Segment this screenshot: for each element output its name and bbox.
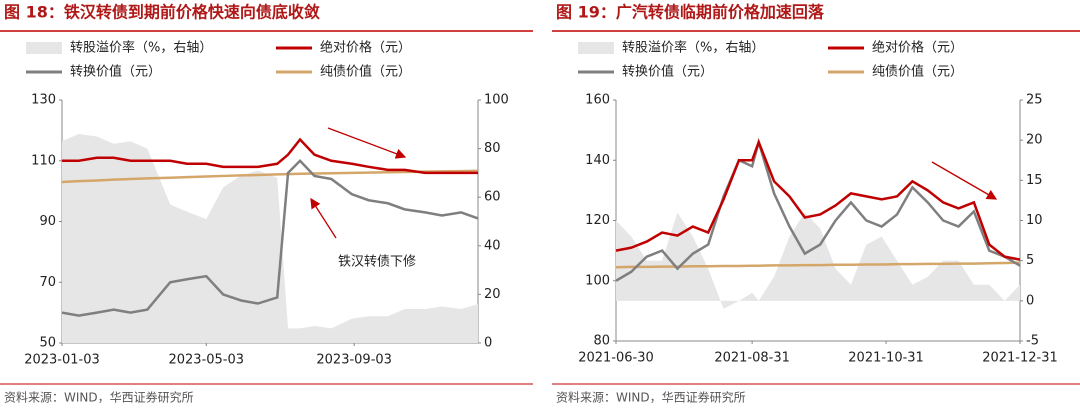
y2-tick-label: -5 [1026, 334, 1039, 349]
chart-title: 图 18：铁汉转债到期前价格快速向债底收敛 [4, 3, 320, 22]
legend-swatch [26, 42, 62, 54]
y-tick-label: 50 [39, 336, 56, 351]
legend-label: 转换价值（元） [70, 64, 161, 80]
line [61, 169, 479, 184]
y2-tick-label: 0 [1026, 293, 1034, 308]
y-tick-label: 70 [39, 275, 56, 290]
source: 资料来源：WIND，华西证券研究所 [4, 390, 194, 405]
legend-swatch [578, 42, 614, 54]
legend-label: 纯债价值（元） [872, 64, 963, 80]
y2-tick-label: 20 [484, 287, 501, 302]
arrow [310, 197, 337, 239]
x-tick-label: 2023-05-03 [168, 353, 244, 368]
x-tick-label: 2021-10-31 [848, 351, 924, 366]
y-tick-label: 140 [585, 153, 610, 168]
source: 资料来源：WIND，华西证券研究所 [556, 390, 746, 405]
y-tick-label: 80 [593, 334, 610, 349]
line [61, 158, 479, 317]
y-tick-label: 120 [585, 213, 610, 228]
line [615, 261, 1021, 269]
x-tick-label: 2021-06-30 [578, 351, 654, 366]
line [615, 137, 1021, 282]
y2-tick-label: 15 [1026, 173, 1043, 188]
arrow [931, 161, 998, 200]
legend-label: 绝对价格（元） [872, 40, 963, 56]
y-tick-label: 90 [39, 214, 56, 229]
legend-label: 纯债价值（元） [320, 64, 411, 80]
y2-tick-label: 20 [1026, 133, 1043, 148]
y-tick-label: 100 [585, 273, 610, 288]
y2-tick-label: 80 [484, 141, 501, 156]
y-tick-label: 110 [31, 153, 56, 168]
legend-label: 转股溢价率（%，右轴） [70, 40, 212, 56]
x-tick-label: 2023-09-03 [316, 353, 392, 368]
x-tick-label: 2021-08-31 [714, 351, 790, 366]
y2-tick-label: 5 [1026, 253, 1034, 268]
legend-label: 转股溢价率（%，右轴） [622, 40, 764, 56]
annotation: 铁汉转债下修 [338, 255, 416, 270]
y2-tick-label: 60 [484, 190, 501, 205]
y-tick-label: 130 [31, 93, 56, 108]
y-tick-label: 160 [585, 93, 610, 108]
arrow [327, 127, 407, 159]
y2-tick-label: 100 [484, 93, 509, 108]
line [615, 138, 1021, 261]
legend-label: 绝对价格（元） [320, 40, 411, 56]
y2-tick-label: 40 [484, 238, 501, 253]
y2-tick-label: 25 [1026, 93, 1043, 108]
x-tick-label: 2021-12-31 [982, 351, 1058, 366]
line [62, 137, 478, 175]
x-tick-label: 2023-01-03 [24, 353, 100, 368]
area [62, 134, 478, 343]
y2-tick-label: 0 [484, 336, 492, 351]
y2-tick-label: 10 [1026, 213, 1043, 228]
legend-label: 转换价值（元） [622, 64, 713, 80]
chart-title: 图 19：广汽转债临期前价格加速回落 [556, 3, 825, 22]
area [616, 212, 1020, 309]
